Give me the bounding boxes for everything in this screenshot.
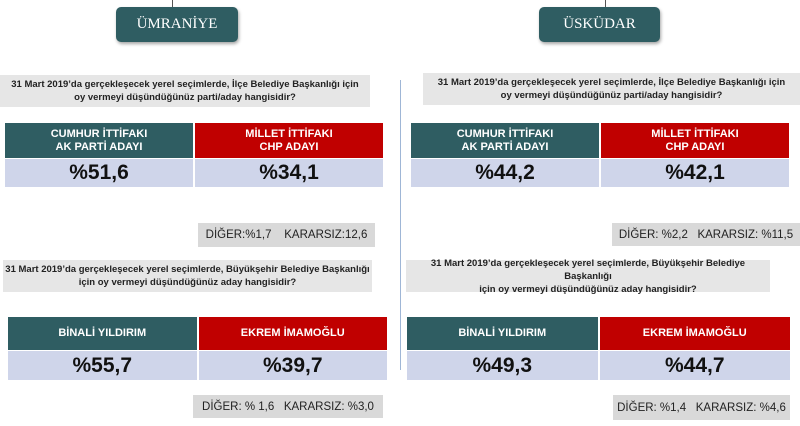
badge-connector	[172, 0, 173, 8]
header-line: CHP ADAYI	[259, 140, 319, 153]
metro-question: 31 Mart 2019’da gerçekleşecek yerel seçi…	[3, 260, 372, 292]
district-question: 31 Mart 2019’da gerçekleşecek yerel seçi…	[423, 73, 800, 105]
district-results-table: CUMHUR İTTİFAKI AK PARTİ ADAYI MİLLET İTT…	[411, 123, 789, 187]
question-line: oy vermeyi düşündüğünüz parti/aday hangi…	[500, 90, 723, 101]
value-cumhur: %44,2	[411, 159, 599, 187]
header-imamoglu: EKREM İMAMOĞLU	[599, 317, 790, 350]
value-yildirim: %49,3	[407, 351, 598, 380]
value-cumhur: %51,6	[5, 159, 193, 187]
header-yildirim: BİNALİ YILDIRIM	[407, 317, 598, 350]
metro-other-box: DİĞER: % 1,6 KARARSIZ: %3,0	[193, 395, 383, 418]
badge-connector	[605, 0, 606, 8]
header-millet: MİLLET İTTİFAKI CHP ADAYI	[601, 123, 789, 158]
panel-divider	[400, 80, 401, 370]
question-line: için oy vermeyi düşündüğünüz aday hangis…	[479, 283, 697, 295]
header-line: CHP ADAYI	[665, 140, 725, 153]
header-line: CUMHUR İTTİFAKI	[456, 127, 554, 140]
value-imamoglu: %39,7	[198, 351, 387, 380]
district-badge: ÜMRANİYE	[116, 7, 238, 42]
district-other-box: DİĞER:%1,7 KARARSIZ:12,6	[198, 223, 375, 247]
metro-other-box: DİĞER: %1,4 KARARSIZ: %4,6	[613, 395, 790, 420]
header-line: AK PARTİ ADAYI	[461, 140, 549, 153]
value-imamoglu: %44,7	[599, 351, 790, 380]
question-line: 31 Mart 2019’da gerçekleşecek yerel seçi…	[437, 77, 786, 88]
metro-results-table: BİNALİ YILDIRIM EKREM İMAMOĞLU %49,3 %44…	[407, 317, 790, 380]
district-results-table: CUMHUR İTTİFAKI AK PARTİ ADAYI MİLLET İTT…	[5, 123, 383, 187]
header-line: AK PARTİ ADAYI	[55, 140, 143, 153]
header-line: CUMHUR İTTİFAKI	[50, 127, 148, 140]
header-imamoglu: EKREM İMAMOĞLU	[198, 317, 387, 350]
district-question: 31 Mart 2019’da gerçekleşecek yerel seçi…	[0, 75, 370, 107]
value-millet: %34,1	[195, 159, 383, 187]
question-line: 31 Mart 2019’da gerçekleşecek yerel seçi…	[430, 257, 746, 282]
value-millet: %42,1	[601, 159, 789, 187]
header-line: MİLLET İTTİFAKI	[245, 127, 333, 140]
question-line: 31 Mart 2019’da gerçekleşecek yerel seçi…	[11, 79, 359, 90]
header-cumhur: CUMHUR İTTİFAKI AK PARTİ ADAYI	[411, 123, 599, 158]
header-cumhur: CUMHUR İTTİFAKI AK PARTİ ADAYI	[5, 123, 193, 158]
question-line: oy vermeyi düşündüğünüz parti/aday hangi…	[74, 92, 296, 103]
value-yildirim: %55,7	[8, 351, 197, 380]
question-line: için oy vermeyi düşündüğünüz aday hangis…	[78, 277, 297, 288]
header-line: MİLLET İTTİFAKI	[651, 127, 739, 140]
district-other-box: DİĞER: %2,2 KARARSIZ: %11,5	[612, 223, 800, 246]
metro-results-table: BİNALİ YILDIRIM EKREM İMAMOĞLU %55,7 %39…	[8, 317, 387, 380]
header-yildirim: BİNALİ YILDIRIM	[8, 317, 197, 350]
metro-question: 31 Mart 2019’da gerçekleşecek yerel seçi…	[406, 257, 770, 295]
question-line: 31 Mart 2019’da gerçekleşecek yerel seçi…	[5, 264, 370, 275]
header-millet: MİLLET İTTİFAKI CHP ADAYI	[195, 123, 383, 158]
district-badge: ÜSKÜDAR	[539, 7, 660, 42]
